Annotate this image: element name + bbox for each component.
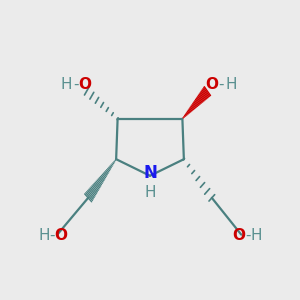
Text: H: H (251, 228, 262, 243)
Text: H: H (60, 77, 72, 92)
Text: O: O (78, 77, 91, 92)
Text: O: O (205, 77, 218, 92)
Text: O: O (232, 228, 245, 243)
Text: -: - (245, 228, 250, 243)
Text: O: O (55, 228, 68, 243)
Text: -: - (73, 77, 79, 92)
Text: -: - (50, 228, 55, 243)
Text: N: N (143, 164, 157, 182)
Text: H: H (38, 228, 50, 243)
Text: H: H (144, 185, 156, 200)
Text: -: - (218, 77, 224, 92)
Text: H: H (225, 77, 237, 92)
